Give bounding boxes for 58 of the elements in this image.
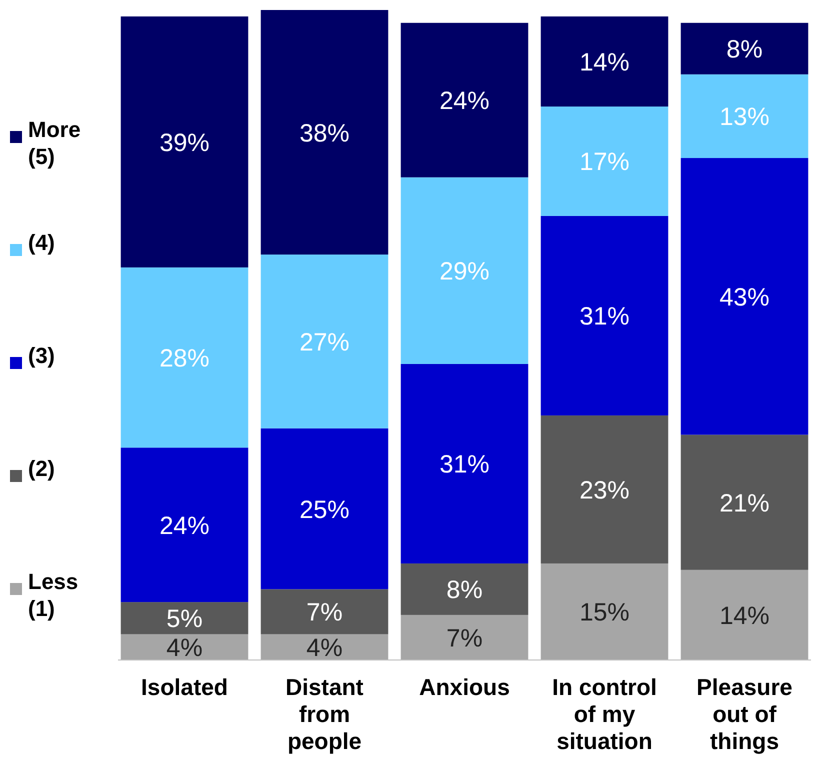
legend-label: More (5): [28, 117, 81, 169]
data-label: 43%: [719, 283, 770, 312]
legend-label: (3): [28, 343, 55, 368]
bar: [400, 563, 528, 615]
data-label: 5%: [166, 605, 203, 634]
data-label: 23%: [579, 476, 630, 504]
data-label: 8%: [726, 36, 763, 64]
x-tick-label: Isolated: [141, 674, 228, 700]
bar: [120, 16, 248, 268]
bar: [540, 563, 668, 660]
bar: [120, 448, 248, 602]
bar: [540, 106, 668, 216]
bar: [260, 10, 388, 255]
x-tick-label: Pleasure out of things: [696, 674, 792, 754]
x-tick-label: Anxious: [419, 674, 510, 700]
data-label: 14%: [579, 48, 630, 76]
data-label: 14%: [719, 602, 770, 630]
bar: [120, 267, 248, 448]
data-label: 31%: [439, 450, 490, 479]
data-label: 21%: [719, 489, 770, 518]
bar: [680, 158, 808, 435]
bar: [540, 415, 668, 564]
bar: [680, 22, 808, 74]
legend-label: Less (1): [28, 569, 78, 621]
data-label: 4%: [306, 634, 343, 662]
data-label: 13%: [719, 103, 770, 132]
bar: [400, 364, 528, 564]
data-label: 27%: [299, 328, 350, 356]
data-label: 24%: [159, 512, 210, 540]
x-tick-label: In control of my situation: [552, 674, 657, 754]
data-label: 15%: [579, 598, 630, 627]
legend-label: (2): [28, 456, 55, 481]
data-label: 7%: [446, 624, 483, 652]
data-label: 7%: [306, 598, 343, 627]
data-label: 29%: [439, 258, 490, 286]
legend-label: (4): [28, 230, 55, 255]
data-label: 38%: [299, 119, 350, 148]
data-label: 31%: [579, 302, 630, 331]
bar: [260, 589, 388, 634]
bar: [540, 16, 668, 107]
bar: [400, 177, 528, 364]
bar: [680, 434, 808, 570]
data-label: 4%: [166, 634, 203, 662]
bar: [540, 216, 668, 416]
data-label: 8%: [446, 576, 483, 604]
data-label: 25%: [299, 496, 350, 524]
bar: [400, 22, 528, 178]
bar: [400, 614, 528, 660]
data-label: 24%: [439, 87, 490, 116]
data-label: 28%: [159, 344, 210, 373]
bar: [120, 602, 248, 634]
data-label: 39%: [159, 128, 210, 157]
bar: [260, 254, 388, 428]
x-tick-label: Distant from people: [286, 674, 364, 754]
bar: [680, 74, 808, 158]
bar: [260, 428, 388, 590]
bar: [680, 570, 808, 660]
data-label: 17%: [579, 148, 630, 176]
